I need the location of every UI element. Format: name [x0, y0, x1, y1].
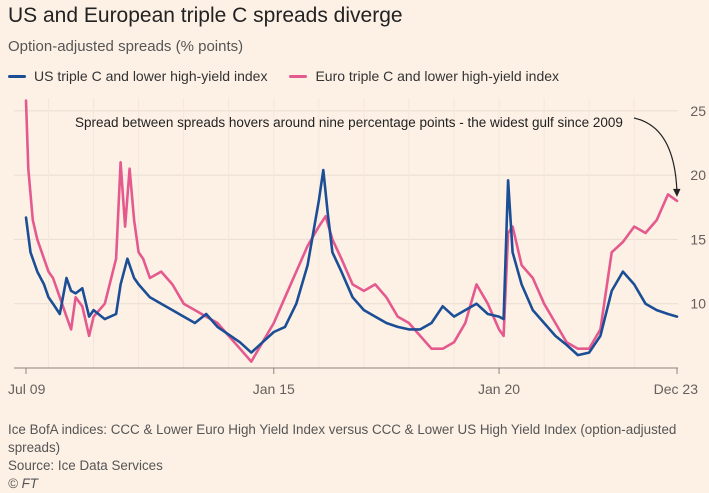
footer: Ice BofA indices: CCC & Lower Euro High …: [8, 421, 703, 493]
x-tick-label: Dec 23: [654, 381, 699, 397]
chart-subtitle: Option-adjusted spreads (% points): [8, 38, 244, 55]
legend: US triple C and lower high-yield index E…: [8, 68, 581, 84]
annotation-arrowhead: [673, 188, 681, 197]
x-tick-label: Jan 20: [478, 381, 520, 397]
legend-item-us: US triple C and lower high-yield index: [8, 68, 267, 84]
series-line-us: [24, 168, 679, 357]
legend-item-euro: Euro triple C and lower high-yield index: [289, 68, 559, 84]
x-tick-label: Jan 15: [253, 381, 295, 397]
legend-swatch-us: [8, 74, 26, 78]
annotation-text: Spread between spreads hovers around nin…: [75, 115, 623, 130]
y-tick-label: 10: [690, 296, 706, 312]
y-tick-label: 15: [690, 231, 706, 247]
footer-source: Source: Ice Data Services: [8, 458, 163, 473]
x-tick-label: Jul 09: [8, 381, 46, 397]
footer-credit: © FT: [8, 476, 38, 491]
annotation-arrow: [633, 117, 678, 195]
footer-note: Ice BofA indices: CCC & Lower Euro High …: [8, 422, 677, 455]
legend-label-euro: Euro triple C and lower high-yield index: [315, 68, 560, 84]
legend-swatch-euro: [289, 74, 308, 78]
y-tick-label: 25: [690, 103, 706, 119]
series-line-euro: [24, 99, 679, 363]
legend-label-us: US triple C and lower high-yield index: [34, 68, 268, 84]
y-tick-label: 20: [690, 167, 706, 183]
chart-title: US and European triple C spreads diverge: [8, 4, 403, 27]
